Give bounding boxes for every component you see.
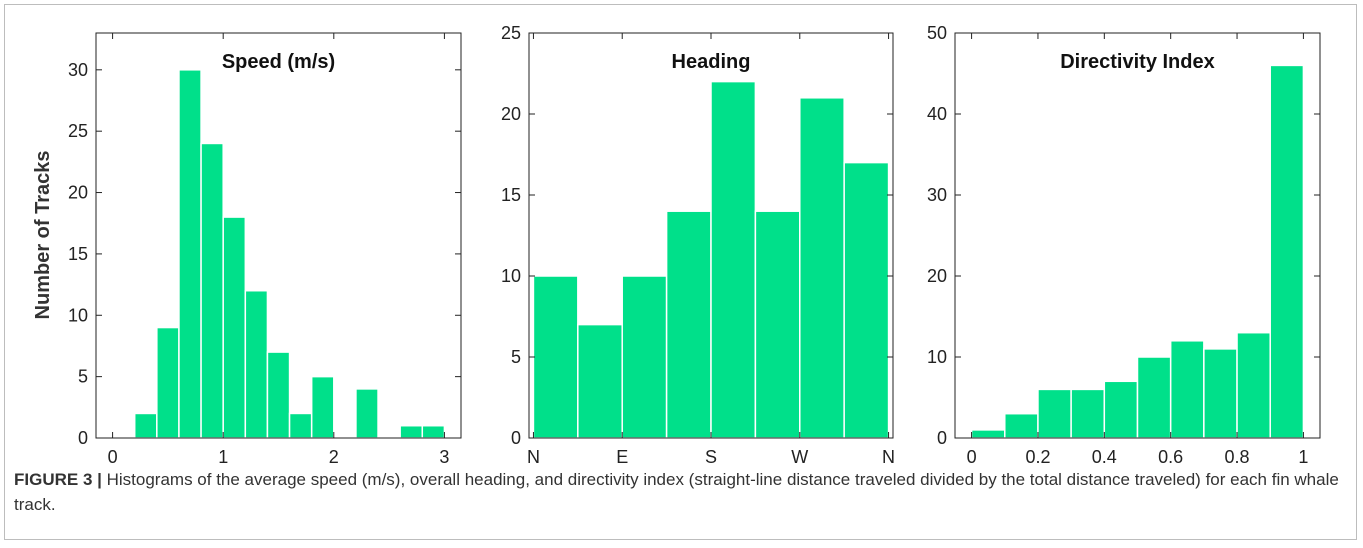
- y-tick-label: 0: [937, 428, 947, 448]
- y-tick-label: 25: [68, 121, 88, 141]
- chart-title: Directivity Index: [1060, 51, 1215, 73]
- y-tick-label: 25: [501, 23, 521, 43]
- x-tick-label: N: [882, 447, 895, 467]
- x-tick-label: N: [527, 447, 540, 467]
- y-tick-label: 50: [927, 23, 947, 43]
- y-tick-label: 15: [68, 244, 88, 264]
- caption-text: Histograms of the average speed (m/s), o…: [14, 470, 1339, 514]
- histogram-bar: [355, 388, 379, 439]
- histogram-bar: [1236, 331, 1271, 439]
- histogram-bar: [1269, 64, 1305, 439]
- x-tick-label: 3: [439, 447, 449, 467]
- histogram-bar: [222, 216, 247, 439]
- y-tick-label: 20: [501, 104, 521, 124]
- x-tick-label: 1: [218, 447, 228, 467]
- histogram-bar: [178, 69, 202, 439]
- y-tick-label: 10: [68, 305, 88, 325]
- y-tick-label: 10: [927, 347, 947, 367]
- histogram-bar: [399, 424, 424, 439]
- histogram-bar: [200, 142, 224, 439]
- histogram-bar: [156, 326, 180, 439]
- x-tick-label: 0.6: [1158, 447, 1183, 467]
- x-tick-label: 0: [108, 447, 118, 467]
- y-tick-label: 0: [78, 428, 88, 448]
- x-tick-label: E: [616, 447, 628, 467]
- caption-label: FIGURE 3 |: [14, 470, 102, 489]
- y-tick-label: 0: [511, 428, 521, 448]
- histogram-bar: [310, 375, 335, 439]
- histogram-bar: [1103, 380, 1139, 439]
- histogram-bar: [1136, 356, 1172, 439]
- y-tick-label: 20: [68, 183, 88, 203]
- y-tick-label: 30: [927, 185, 947, 205]
- x-tick-label: 0.8: [1225, 447, 1250, 467]
- y-tick-label: 40: [927, 104, 947, 124]
- histogram-bar: [1004, 412, 1039, 439]
- histogram-bar: [244, 289, 269, 439]
- histogram-bar: [532, 275, 579, 439]
- histogram-bar: [710, 80, 757, 439]
- histogram-bar: [266, 351, 291, 439]
- figure-caption: FIGURE 3 | Histograms of the average spe…: [14, 467, 1349, 517]
- histogram-bar: [1070, 388, 1106, 439]
- y-tick-label: 5: [78, 367, 88, 387]
- histogram-bar: [421, 424, 446, 439]
- x-tick-label: 0.2: [1025, 447, 1050, 467]
- histogram-bar: [1037, 388, 1072, 439]
- y-tick-label: 20: [927, 266, 947, 286]
- y-tick-label: 10: [501, 266, 521, 286]
- histogram-bar: [288, 412, 313, 439]
- chart-title: Heading: [672, 51, 751, 73]
- y-tick-label: 30: [68, 60, 88, 80]
- histogram-bar: [799, 97, 845, 439]
- x-tick-label: 1: [1298, 447, 1308, 467]
- y-axis-label: Number of Tracks: [32, 151, 54, 320]
- y-tick-label: 5: [511, 347, 521, 367]
- histogram-bar: [665, 210, 712, 439]
- histogram-bar: [621, 275, 668, 439]
- x-tick-label: 0: [967, 447, 977, 467]
- axes-box: [954, 32, 1321, 439]
- histogram-bar: [1169, 340, 1205, 439]
- x-tick-label: 0.4: [1092, 447, 1117, 467]
- axes-box: [95, 32, 462, 439]
- x-tick-label: 2: [329, 447, 339, 467]
- y-tick-label: 15: [501, 185, 521, 205]
- histogram-bar: [843, 161, 890, 439]
- histogram-bar: [577, 323, 623, 439]
- histogram-bar: [754, 210, 801, 439]
- x-tick-label: W: [791, 447, 808, 467]
- histogram-bar: [133, 412, 158, 439]
- histogram-bar: [970, 429, 1006, 439]
- x-tick-label: S: [705, 447, 717, 467]
- histogram-bar: [1203, 348, 1238, 439]
- chart-title: Speed (m/s): [222, 51, 335, 73]
